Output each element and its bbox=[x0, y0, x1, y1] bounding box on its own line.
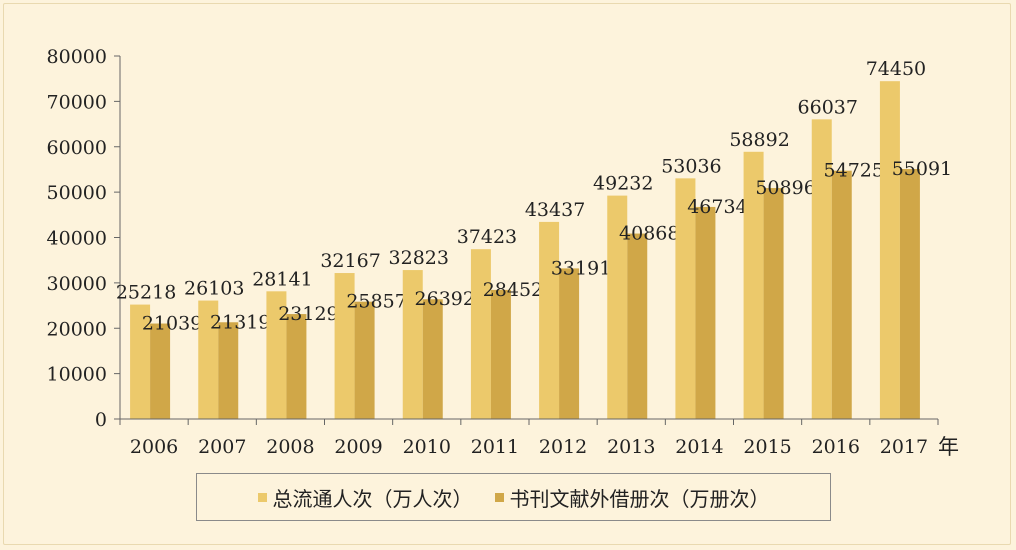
y-tick-label: 50000 bbox=[47, 182, 107, 204]
bar-series-1 bbox=[198, 300, 219, 419]
y-tick-label: 40000 bbox=[47, 228, 107, 250]
data-label-series-1: 32167 bbox=[320, 250, 380, 272]
y-tick-label: 0 bbox=[95, 409, 107, 431]
legend-swatch bbox=[257, 492, 267, 502]
data-label-series-1: 53036 bbox=[661, 155, 721, 177]
data-label-series-1: 28141 bbox=[252, 268, 312, 290]
bar-series-1 bbox=[879, 81, 900, 419]
data-label-series-2: 40868 bbox=[619, 223, 679, 245]
y-tick-label: 70000 bbox=[47, 91, 107, 113]
x-axis-unit: 年 bbox=[938, 435, 959, 459]
x-tick-label: 2008 bbox=[266, 436, 314, 458]
x-tick-label: 2009 bbox=[334, 436, 382, 458]
data-label-series-2: 28452 bbox=[483, 279, 543, 301]
bar-series-2 bbox=[899, 169, 920, 419]
data-label-series-1: 26103 bbox=[184, 278, 244, 300]
bar-series-2 bbox=[695, 206, 716, 419]
bar-series-2 bbox=[831, 170, 852, 419]
x-tick-label: 2014 bbox=[675, 436, 723, 458]
bar-series-1 bbox=[334, 273, 355, 419]
data-label-series-1: 37423 bbox=[457, 226, 517, 248]
y-tick-label: 30000 bbox=[47, 273, 107, 295]
y-tick-label: 10000 bbox=[47, 364, 107, 386]
legend-label: 总流通人次（万人次） bbox=[272, 486, 473, 511]
legend-item-series-2: 书刊文献外借册次（万册次） bbox=[494, 483, 770, 512]
x-tick-label: 2011 bbox=[471, 436, 519, 458]
legend-swatch bbox=[494, 492, 504, 502]
data-label-series-1: 49232 bbox=[593, 173, 653, 195]
data-label-series-1: 32823 bbox=[389, 247, 449, 269]
x-tick-label: 2007 bbox=[198, 436, 246, 458]
y-tick-label: 80000 bbox=[47, 46, 107, 68]
x-tick-label: 2016 bbox=[812, 436, 860, 458]
data-label-series-2: 33191 bbox=[551, 257, 611, 279]
x-tick-label: 2006 bbox=[130, 436, 178, 458]
data-label-series-2: 21039 bbox=[142, 313, 202, 335]
bar-series-2 bbox=[286, 314, 307, 419]
data-label-series-1: 66037 bbox=[798, 96, 858, 118]
x-tick-label: 2013 bbox=[607, 436, 655, 458]
bar-series-2 bbox=[354, 301, 375, 419]
bar-series-1 bbox=[539, 221, 560, 419]
bar-series-1 bbox=[743, 151, 764, 419]
data-label-series-1: 74450 bbox=[866, 58, 926, 80]
y-tick-label: 60000 bbox=[47, 137, 107, 159]
bar-series-2 bbox=[150, 323, 171, 419]
data-label-series-1: 58892 bbox=[729, 129, 789, 151]
bars-group: 25218 21039 26103 21319 28141 23129 32167 25857… bbox=[116, 58, 952, 419]
bar-series-1 bbox=[811, 119, 832, 419]
data-label-series-1: 25218 bbox=[116, 282, 176, 304]
data-label-series-2: 55091 bbox=[892, 158, 952, 180]
bar-series-1 bbox=[402, 270, 423, 419]
bar-series-1 bbox=[607, 195, 628, 419]
y-tick-label: 20000 bbox=[47, 318, 107, 340]
chart-border bbox=[3, 3, 1011, 545]
x-tick-label: 2017 bbox=[880, 436, 928, 458]
bar-series-2 bbox=[559, 268, 580, 419]
x-tick-label: 2010 bbox=[403, 436, 451, 458]
x-tick-label: 2012 bbox=[539, 436, 587, 458]
data-label-series-2: 54725 bbox=[824, 160, 884, 182]
legend-item-series-1: 总流通人次（万人次） bbox=[257, 483, 473, 512]
data-label-series-2: 23129 bbox=[278, 303, 338, 325]
bar-series-1 bbox=[470, 249, 491, 419]
bar-series-2 bbox=[422, 299, 443, 419]
bar-series-2 bbox=[218, 322, 239, 419]
bar-series-1 bbox=[266, 291, 287, 419]
data-label-series-2: 21319 bbox=[210, 311, 270, 333]
data-label-series-2: 46734 bbox=[687, 196, 747, 218]
data-label-series-1: 43437 bbox=[525, 199, 585, 221]
bar-series-2 bbox=[627, 233, 648, 419]
data-label-series-2: 25857 bbox=[346, 291, 406, 313]
legend-label: 书刊文献外借册次（万册次） bbox=[509, 486, 770, 511]
y-axis: 0 10000 20000 30000 40000 50000 60000 70000 8000… bbox=[47, 46, 121, 431]
legend: 总流通人次（万人次） 书刊文献外借册次（万册次） bbox=[196, 473, 831, 521]
bar-series-1 bbox=[675, 178, 696, 419]
bar-series-2 bbox=[490, 289, 511, 419]
data-label-series-2: 26392 bbox=[415, 288, 475, 310]
x-tick-label: 2015 bbox=[743, 436, 791, 458]
x-axis: 2006 2007 2008 2009 2010 2011 2012 2013 2014 2015… bbox=[119, 418, 939, 458]
data-label-series-2: 50896 bbox=[755, 177, 815, 199]
bar-series-2 bbox=[763, 188, 784, 419]
bar-series-1 bbox=[130, 304, 151, 419]
